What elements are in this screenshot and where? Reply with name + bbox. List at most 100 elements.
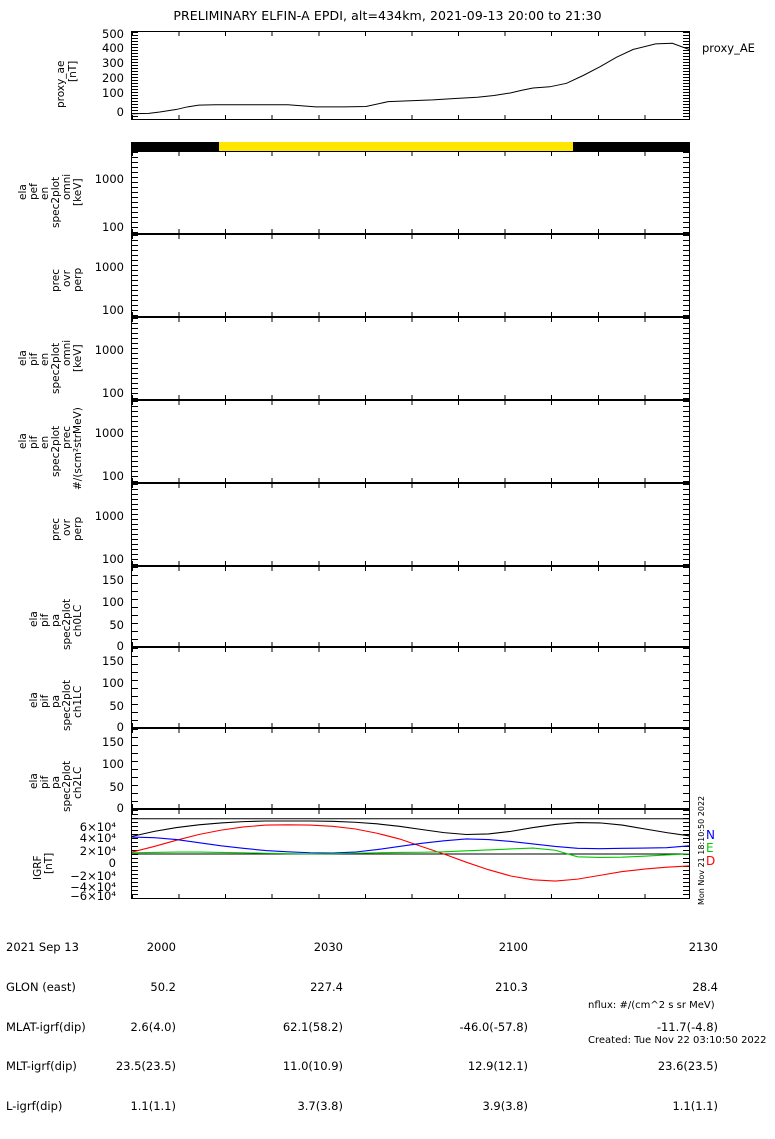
panel-4-label-line2: pif [28, 352, 40, 366]
ytick-p3-1000: 1000 [94, 260, 124, 274]
panel-7-label-line1: ela [28, 611, 40, 627]
footnote-created: Created: Tue Nov 22 03:10:50 2022 [588, 1034, 767, 1046]
panel-8-label-line4: spec2plot [61, 679, 73, 731]
panel-6-right-ticks [683, 484, 689, 565]
bottom-col2-l: 3.9(3.8) [482, 1098, 528, 1113]
panel-8-bottom-ticks [132, 723, 689, 727]
ytick-p7-100: 100 [102, 595, 124, 609]
panel-5-label-line2: pif [28, 435, 40, 449]
ytick-igrf-0: 0 [108, 856, 116, 870]
bottom-col1-l: 3.7(3.8) [297, 1098, 343, 1113]
panel-7-label-line5: ch0LC [72, 604, 84, 637]
igrf-legend-item-n: N [706, 828, 715, 842]
ytick-ae-300: 300 [102, 56, 124, 70]
ytick-ae-400: 400 [102, 41, 124, 55]
panel-6-label-line1: prec [50, 518, 62, 541]
ytick-p4-1000: 1000 [94, 343, 124, 357]
ytick-p9-150: 150 [102, 735, 124, 749]
panel-7-right-ticks [683, 567, 689, 646]
bottom-col2-mlt: 12.9(12.1) [467, 1059, 528, 1074]
bottom-row-label-date: 2021 Sep 13 [6, 940, 79, 955]
panel-5-label-line5: prec [61, 426, 73, 449]
panel-5-label-line6: #/(scm²strMeV) [72, 407, 84, 490]
panel-2-label-line3: en [39, 186, 51, 200]
panel-2-top-ticks [132, 152, 689, 156]
panel-4-label-line4: spec2plot [50, 342, 62, 394]
bottom-column-2100: 2100 210.3 -46.0(-57.8) 12.9(12.1) 3.9(3… [418, 915, 528, 1139]
ytick-p2-1000: 1000 [94, 172, 124, 186]
footnote: nflux: #/(cm^2 s sr MeV) Created: Tue No… [588, 977, 767, 1069]
ytick-p6-1000: 1000 [94, 509, 124, 523]
igrf-legend-item-d: D [706, 854, 716, 868]
panel-4-label-line3: en [39, 352, 51, 366]
bottom-row-label-mlat: MLAT-igrf(dip) [6, 1019, 86, 1034]
panel-7-label-line3: pa [50, 613, 62, 627]
panel-2-label-line4: spec2plot [50, 176, 62, 228]
bottom-col0-l: 1.1(1.1) [130, 1098, 176, 1113]
status-segment-on [219, 142, 573, 151]
ytick-igrf-p4e4: 4×10⁴ [79, 831, 116, 845]
bottom-col2-mlat: -46.0(-57.8) [459, 1019, 528, 1034]
ytick-igrf-m4e4: −4×10⁴ [70, 880, 116, 894]
panel-6-left-ticks [132, 484, 138, 565]
panel-9-bottom-ticks [132, 804, 689, 808]
panel-ela-pif-en-prec [131, 400, 690, 483]
ytick-p8-100: 100 [102, 676, 124, 690]
panel-4-right-ticks [683, 318, 689, 399]
panel-6-top-ticks [132, 484, 689, 488]
panel-5-left-ticks [132, 401, 138, 482]
ytick-p9-0: 0 [116, 801, 124, 815]
bottom-column-2030: 2030 227.4 62.1(58.2) 11.0(10.9) 3.7(3.8… [238, 915, 343, 1139]
ytick-p5-100: 100 [102, 469, 124, 483]
panel-3-label-line1: prec [50, 269, 62, 292]
bottom-col1-time: 2030 [313, 940, 343, 955]
panel-5-label-line4: spec2plot [50, 425, 62, 477]
panel-2-bottom-ticks [132, 229, 689, 233]
creation-timestamp-vertical: Mon Nov 21 18:10:50 2022 [697, 795, 706, 905]
panel-2-right-ticks [683, 152, 689, 233]
panel-4-left-ticks [132, 318, 138, 399]
panel-ela-pif-pa-ch1lc [131, 647, 690, 728]
panel-2-left-ticks [132, 152, 138, 233]
panel-9-label-line1: ela [28, 773, 40, 789]
bottom-col0-time: 2000 [146, 940, 176, 955]
panel-9-left-ticks [132, 729, 138, 808]
ytick-p6-100: 100 [102, 552, 124, 566]
panel-pif-prec-ovr-perp [131, 483, 690, 566]
bottom-col0-mlt: 23.5(23.5) [115, 1059, 176, 1074]
bottom-row-label-glon: GLON (east) [6, 980, 76, 995]
ytick-igrf-p2e4: 2×10⁴ [79, 844, 116, 858]
panel-7-label-line4: spec2plot [61, 598, 73, 650]
panel-5-bottom-ticks [132, 478, 689, 482]
panel-9-top-ticks [132, 729, 689, 733]
ytick-igrf-m2e4: −2×10⁴ [70, 869, 116, 883]
panel-3-label-line2: ovr [61, 270, 73, 287]
ytick-p8-0: 0 [116, 720, 124, 734]
panel-igrf-label-line2: [nT] [43, 852, 55, 874]
panel-igrf-label-line1: IGRF [32, 855, 44, 880]
bottom-col1-mlat: 62.1(58.2) [282, 1019, 343, 1034]
panel-ela-pif-pa-ch2lc [131, 728, 690, 809]
panel-8-label-line5: ch1LC [72, 685, 84, 718]
bottom-col2-glon: 210.3 [495, 980, 528, 995]
panel-8-label-line3: pa [50, 694, 62, 708]
ytick-ae-500: 500 [102, 27, 124, 41]
igrf-legend: N E D [706, 829, 715, 868]
status-segment-off-1 [131, 142, 219, 151]
ytick-p8-50: 50 [109, 699, 124, 713]
panel-8-left-ticks [132, 648, 138, 727]
panel-proxy-ae-label-line1: proxy_ae [55, 60, 67, 108]
bottom-col1-mlt: 11.0(10.9) [282, 1059, 343, 1074]
panel-8-label-line2: pif [39, 694, 51, 708]
bottom-col1-glon: 227.4 [310, 980, 343, 995]
ytick-p7-0: 0 [116, 639, 124, 653]
panel-3-bottom-ticks [132, 312, 689, 316]
plot-page: PRELIMINARY ELFIN-A EPDI, alt=434km, 202… [6, 8, 767, 1113]
ytick-p7-50: 50 [109, 618, 124, 632]
ytick-ae-200: 200 [102, 71, 124, 85]
panel-5-top-ticks [132, 401, 689, 405]
bottom-col0-glon: 50.2 [150, 980, 176, 995]
bottom-col2-time: 2100 [498, 940, 528, 955]
ytick-p3-100: 100 [102, 303, 124, 317]
panel-4-label-line5: omni [61, 339, 73, 366]
